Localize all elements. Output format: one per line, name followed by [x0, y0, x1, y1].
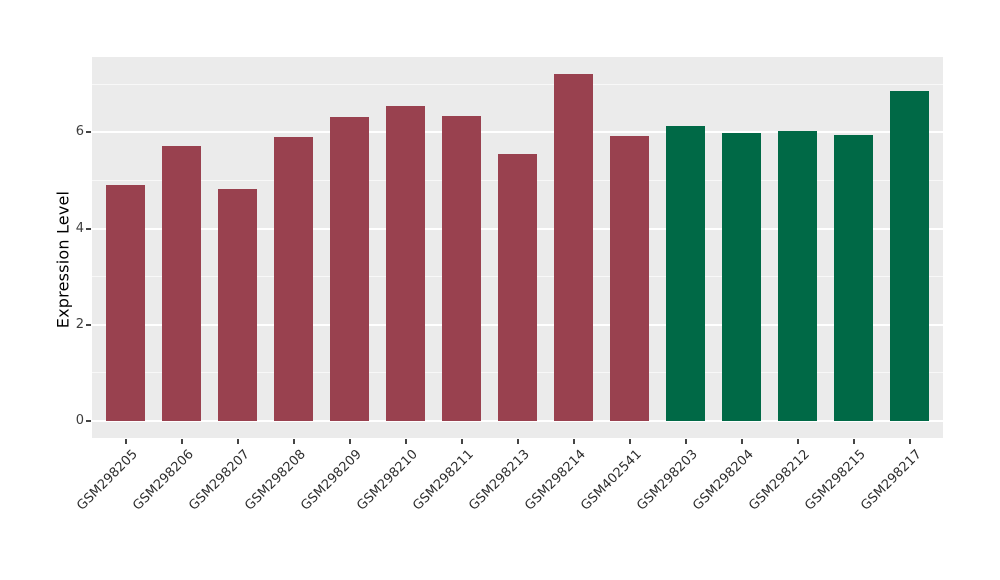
bar-GSM298215 — [834, 135, 873, 421]
x-tick-mark-GSM298212 — [796, 439, 799, 444]
bar-GSM298203 — [666, 126, 705, 421]
bar-GSM298213 — [498, 153, 537, 421]
minor-gridline-y7 — [92, 83, 943, 85]
y-tick-mark-6 — [86, 131, 91, 134]
bar-GSM298209 — [330, 117, 369, 421]
bar-GSM298210 — [386, 105, 425, 421]
bar-GSM298204 — [722, 132, 761, 421]
bar-GSM298207 — [218, 188, 257, 421]
x-tick-mark-GSM298215 — [852, 439, 855, 444]
x-tick-mark-GSM298209 — [348, 439, 351, 444]
bar-GSM298214 — [554, 74, 593, 421]
y-tick-label-4: 4 — [75, 220, 84, 236]
x-tick-mark-GSM298207 — [236, 439, 239, 444]
bar-GSM298208 — [274, 137, 313, 421]
x-tick-mark-GSM298204 — [740, 439, 743, 444]
x-tick-mark-GSM298217 — [908, 439, 911, 444]
plot-panel — [92, 57, 943, 438]
bar-GSM298206 — [162, 145, 201, 421]
bar-GSM402541 — [610, 136, 649, 421]
y-tick-label-2: 2 — [75, 316, 84, 332]
bar-GSM298212 — [778, 130, 817, 421]
y-tick-mark-2 — [86, 323, 91, 326]
x-tick-mark-GSM298203 — [684, 439, 687, 444]
x-tick-mark-GSM298205 — [124, 439, 127, 444]
bar-GSM298211 — [442, 116, 481, 421]
x-tick-mark-GSM298214 — [572, 439, 575, 444]
x-tick-mark-GSM298210 — [404, 439, 407, 444]
x-tick-mark-GSM298211 — [460, 439, 463, 444]
x-tick-mark-GSM298213 — [516, 439, 519, 444]
y-tick-mark-0 — [86, 419, 91, 422]
x-tick-mark-GSM298206 — [180, 439, 183, 444]
y-tick-label-0: 0 — [75, 412, 84, 428]
bar-GSM298217 — [890, 91, 929, 421]
x-tick-mark-GSM298208 — [292, 439, 295, 444]
y-tick-label-6: 6 — [75, 124, 84, 140]
major-gridline-y0 — [92, 419, 943, 422]
x-tick-mark-GSM402541 — [628, 439, 631, 444]
major-gridline-y6 — [92, 131, 943, 134]
y-tick-mark-4 — [86, 227, 91, 230]
bar-GSM298205 — [106, 185, 145, 421]
